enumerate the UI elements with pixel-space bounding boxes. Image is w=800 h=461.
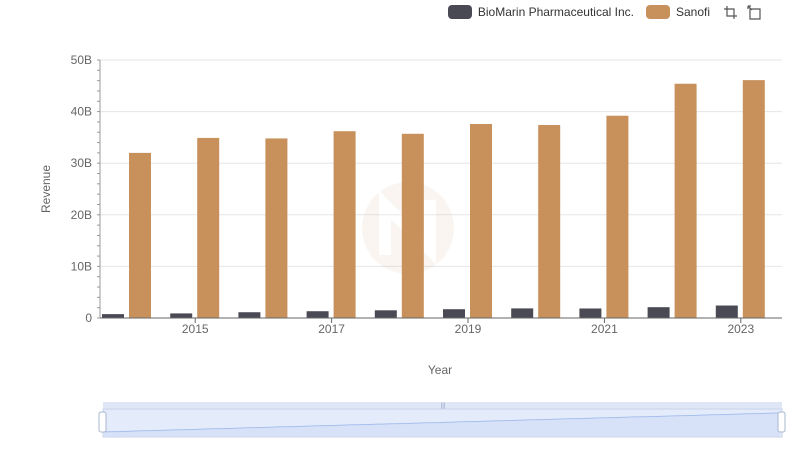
bar-sanofi-2021[interactable] [606,115,629,318]
toolbox [722,4,762,20]
bar-biomarin-2021[interactable] [579,308,602,318]
zoom-left-handle[interactable] [98,411,107,433]
y-axis-title: Revenue [39,165,53,213]
legend-swatch-sanofi [645,5,670,19]
y-tick-label: 50B [71,53,92,67]
y-tick-label: 30B [71,156,92,170]
bar-sanofi-2019[interactable] [470,123,492,318]
zoom-icon[interactable] [722,4,738,20]
bar-sanofi-2017[interactable] [333,131,356,318]
bar-sanofi-2016[interactable] [265,138,288,318]
bar-sanofi-2023[interactable] [742,80,765,319]
zoom-preview-area [104,413,780,437]
legend-label-sanofi: Sanofi [675,5,710,19]
legend-item-biomarin[interactable]: BioMarin Pharmaceutical Inc. [447,5,634,19]
zoom-right-handle[interactable] [777,411,786,433]
bar-biomarin-2022[interactable] [647,307,670,318]
bar-biomarin-2014[interactable] [102,314,124,318]
bar-biomarin-2018[interactable] [374,310,397,318]
bar-sanofi-2014[interactable] [129,152,151,318]
bar-sanofi-2015[interactable] [197,137,220,318]
zoom-handle-bar[interactable] [103,402,782,409]
bar-biomarin-2023[interactable] [715,305,738,318]
x-tick-label: 2019 [455,322,482,336]
bar-biomarin-2015[interactable] [170,313,193,318]
y-tick-label: 10B [71,259,92,273]
restore-icon[interactable] [746,4,762,20]
axes: 0 10B 20B 30B 40B 50B 2015 2017 2019 2021 2023 [71,53,782,336]
x-tick-label: 2021 [591,322,618,336]
x-tick-label: 2017 [318,322,345,336]
legend: BioMarin Pharmaceutical Inc. Sanofi [447,4,762,20]
bar-sanofi-2020[interactable] [538,125,561,319]
y-tick-label: 0 [85,311,92,325]
bar-sanofi-2018[interactable] [401,133,424,318]
bar-biomarin-2020[interactable] [511,308,534,318]
y-tick-label: 20B [71,208,92,222]
bar-biomarin-2019[interactable] [443,309,465,318]
zoom-grip-icon[interactable]: ||| [441,403,446,409]
bar-biomarin-2016[interactable] [238,312,261,318]
bar-biomarin-2017[interactable] [306,311,329,318]
data-zoom-slider[interactable]: ||| [98,402,786,438]
x-tick-label: 2023 [727,322,754,336]
y-tick-label: 40B [71,105,92,119]
x-axis-title: Year [428,363,452,377]
legend-swatch-biomarin [447,5,472,19]
legend-item-sanofi[interactable]: Sanofi [645,5,710,19]
legend-label-biomarin: BioMarin Pharmaceutical Inc. [477,5,634,19]
bar-series [102,80,765,319]
x-tick-label: 2015 [182,322,209,336]
bar-sanofi-2022[interactable] [674,83,697,319]
